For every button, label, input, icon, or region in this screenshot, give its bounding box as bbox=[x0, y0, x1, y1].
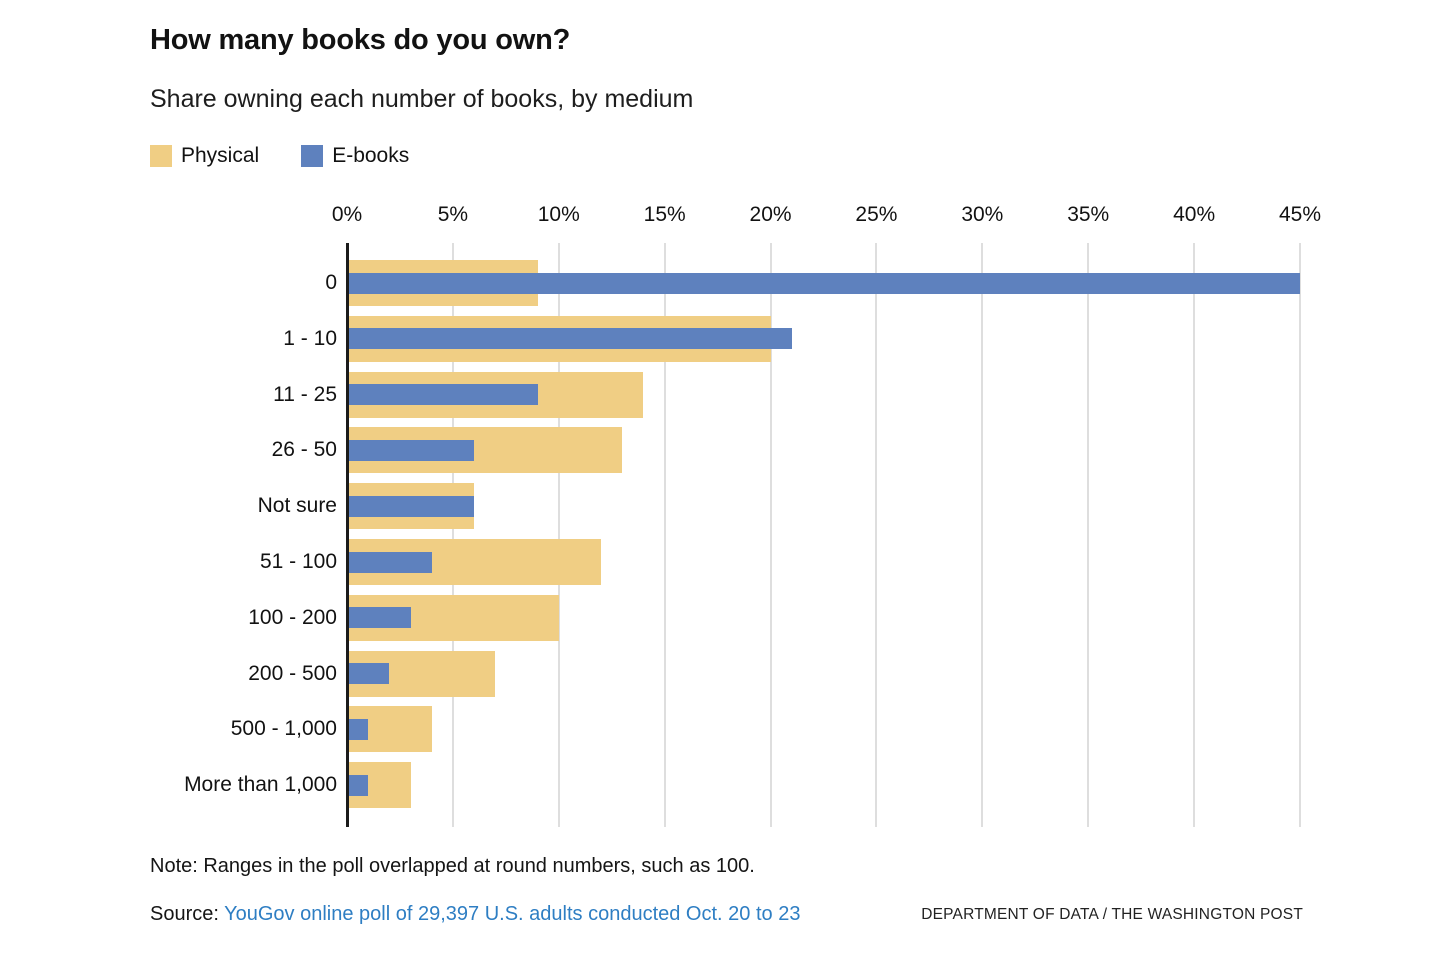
bar-chart-plot-area: 0% 5% 10% 15% 20% 25% 30% 35% 40% 45% 0 1 - 10 11 - … bbox=[184, 203, 1321, 827]
bar-ebooks bbox=[347, 774, 369, 796]
source-link[interactable]: YouGov online poll of 29,397 U.S. adults… bbox=[224, 903, 801, 925]
y-axis-category-label: 11 - 25 bbox=[273, 382, 337, 406]
y-axis-category-label: 26 - 50 bbox=[271, 438, 337, 462]
x-axis-tick-label: 45% bbox=[1278, 203, 1322, 226]
gridline-40pct bbox=[1193, 243, 1196, 827]
gridline-45pct bbox=[1299, 243, 1301, 827]
gridline-20pct bbox=[769, 243, 772, 827]
y-axis-category-label: 100 - 200 bbox=[248, 605, 337, 629]
y-axis-category-label: 0 bbox=[325, 271, 337, 294]
footnote: Note: Ranges in the poll overlapped at r… bbox=[150, 855, 755, 877]
x-axis-tick-label: 40% bbox=[1173, 203, 1216, 226]
gridline-10pct bbox=[557, 243, 560, 827]
x-axis-tick-label: 15% bbox=[643, 203, 686, 226]
bar-ebooks bbox=[347, 551, 432, 573]
y-axis-category-label: Not sure bbox=[257, 494, 337, 518]
x-axis-tick-label: 35% bbox=[1067, 203, 1110, 226]
y-axis-category-label: 500 - 1,000 bbox=[230, 717, 337, 741]
x-axis-tick-label: 30% bbox=[961, 203, 1004, 226]
x-axis-tick-label: 25% bbox=[855, 203, 898, 226]
chart-subtitle: Share owning each number of books, by me… bbox=[150, 85, 694, 113]
chart-title: How many books do you own? bbox=[150, 24, 571, 56]
bar-ebooks bbox=[347, 328, 792, 350]
gridline-35pct bbox=[1087, 243, 1090, 827]
bar-ebooks bbox=[347, 384, 538, 406]
bar-ebooks bbox=[347, 495, 475, 517]
legend-item-physical: Physical bbox=[150, 144, 259, 168]
gridline-25pct bbox=[875, 243, 878, 827]
legend-item-ebooks: E-books bbox=[301, 144, 409, 168]
x-axis-tick-label: 0% bbox=[331, 203, 363, 226]
byline-credit: DEPARTMENT OF DATA / THE WASHINGTON POST bbox=[921, 906, 1303, 923]
legend-label-physical: Physical bbox=[181, 144, 260, 167]
x-axis-tick-label: 20% bbox=[749, 203, 792, 226]
source-prefix: Source: bbox=[150, 903, 225, 925]
bar-ebooks bbox=[347, 663, 390, 685]
y-axis-category-label: More than 1,000 bbox=[184, 773, 337, 797]
bar-ebooks bbox=[347, 439, 475, 461]
bar-ebooks bbox=[347, 607, 411, 629]
gridline-30pct bbox=[981, 243, 984, 827]
x-axis-tick-label: 5% bbox=[437, 203, 469, 226]
source-line: Source: YouGov online poll of 29,397 U.S… bbox=[150, 903, 800, 926]
y-axis-category-label: 200 - 500 bbox=[248, 661, 337, 685]
y-axis-category-label: 1 - 10 bbox=[283, 326, 337, 350]
y-axis-line bbox=[346, 243, 349, 827]
legend-label-ebooks: E-books bbox=[332, 144, 410, 167]
y-axis-category-label: 51 - 100 bbox=[259, 550, 337, 573]
gridline-5pct bbox=[451, 243, 454, 827]
physical-swatch-icon bbox=[150, 145, 172, 167]
bar-ebooks bbox=[347, 272, 1300, 294]
chart-legend: Physical E-books bbox=[150, 144, 409, 168]
gridline-15pct bbox=[663, 243, 666, 827]
x-axis-tick-label: 10% bbox=[537, 203, 580, 226]
ebooks-swatch-icon bbox=[301, 145, 324, 167]
bar-ebooks bbox=[347, 718, 369, 740]
